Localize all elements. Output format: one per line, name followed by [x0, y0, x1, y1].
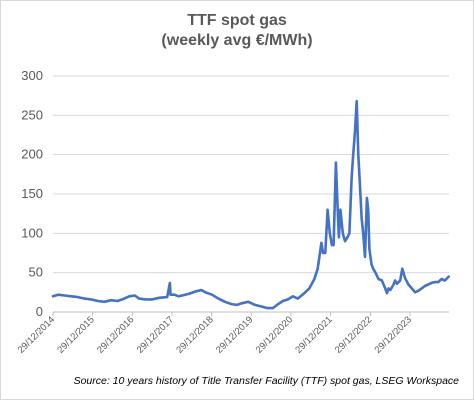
x-tick-label: 29/12/2021	[293, 314, 334, 355]
y-tick-label: 50	[29, 265, 43, 280]
chart-title-line1: TTF spot gas	[187, 12, 287, 29]
chart-title: TTF spot gas (weekly avg €/MWh)	[1, 11, 473, 51]
source-note: Source: 10 years history of Title Transf…	[73, 375, 459, 387]
y-tick-label: 150	[21, 186, 43, 201]
x-tick-label: 29/12/2023	[373, 314, 414, 355]
y-tick-label: 300	[21, 68, 43, 83]
y-tick-label: 100	[21, 225, 43, 240]
y-tick-label: 200	[21, 147, 43, 162]
x-tick-label: 29/12/2019	[214, 314, 255, 355]
x-tick-label: 29/12/2016	[95, 314, 136, 355]
chart-title-line2: (weekly avg €/MWh)	[161, 32, 313, 49]
x-tick-label: 29/12/2015	[55, 314, 96, 355]
y-tick-label: 0	[36, 304, 43, 319]
x-tick-label: 29/12/2018	[174, 314, 215, 355]
y-tick-label: 250	[21, 107, 43, 122]
x-tick-label: 29/12/2017	[135, 314, 176, 355]
x-tick-label: 29/12/2022	[333, 314, 374, 355]
x-tick-label: 29/12/2014	[16, 314, 57, 355]
x-tick-label: 29/12/2020	[254, 314, 295, 355]
series-line	[51, 99, 451, 310]
